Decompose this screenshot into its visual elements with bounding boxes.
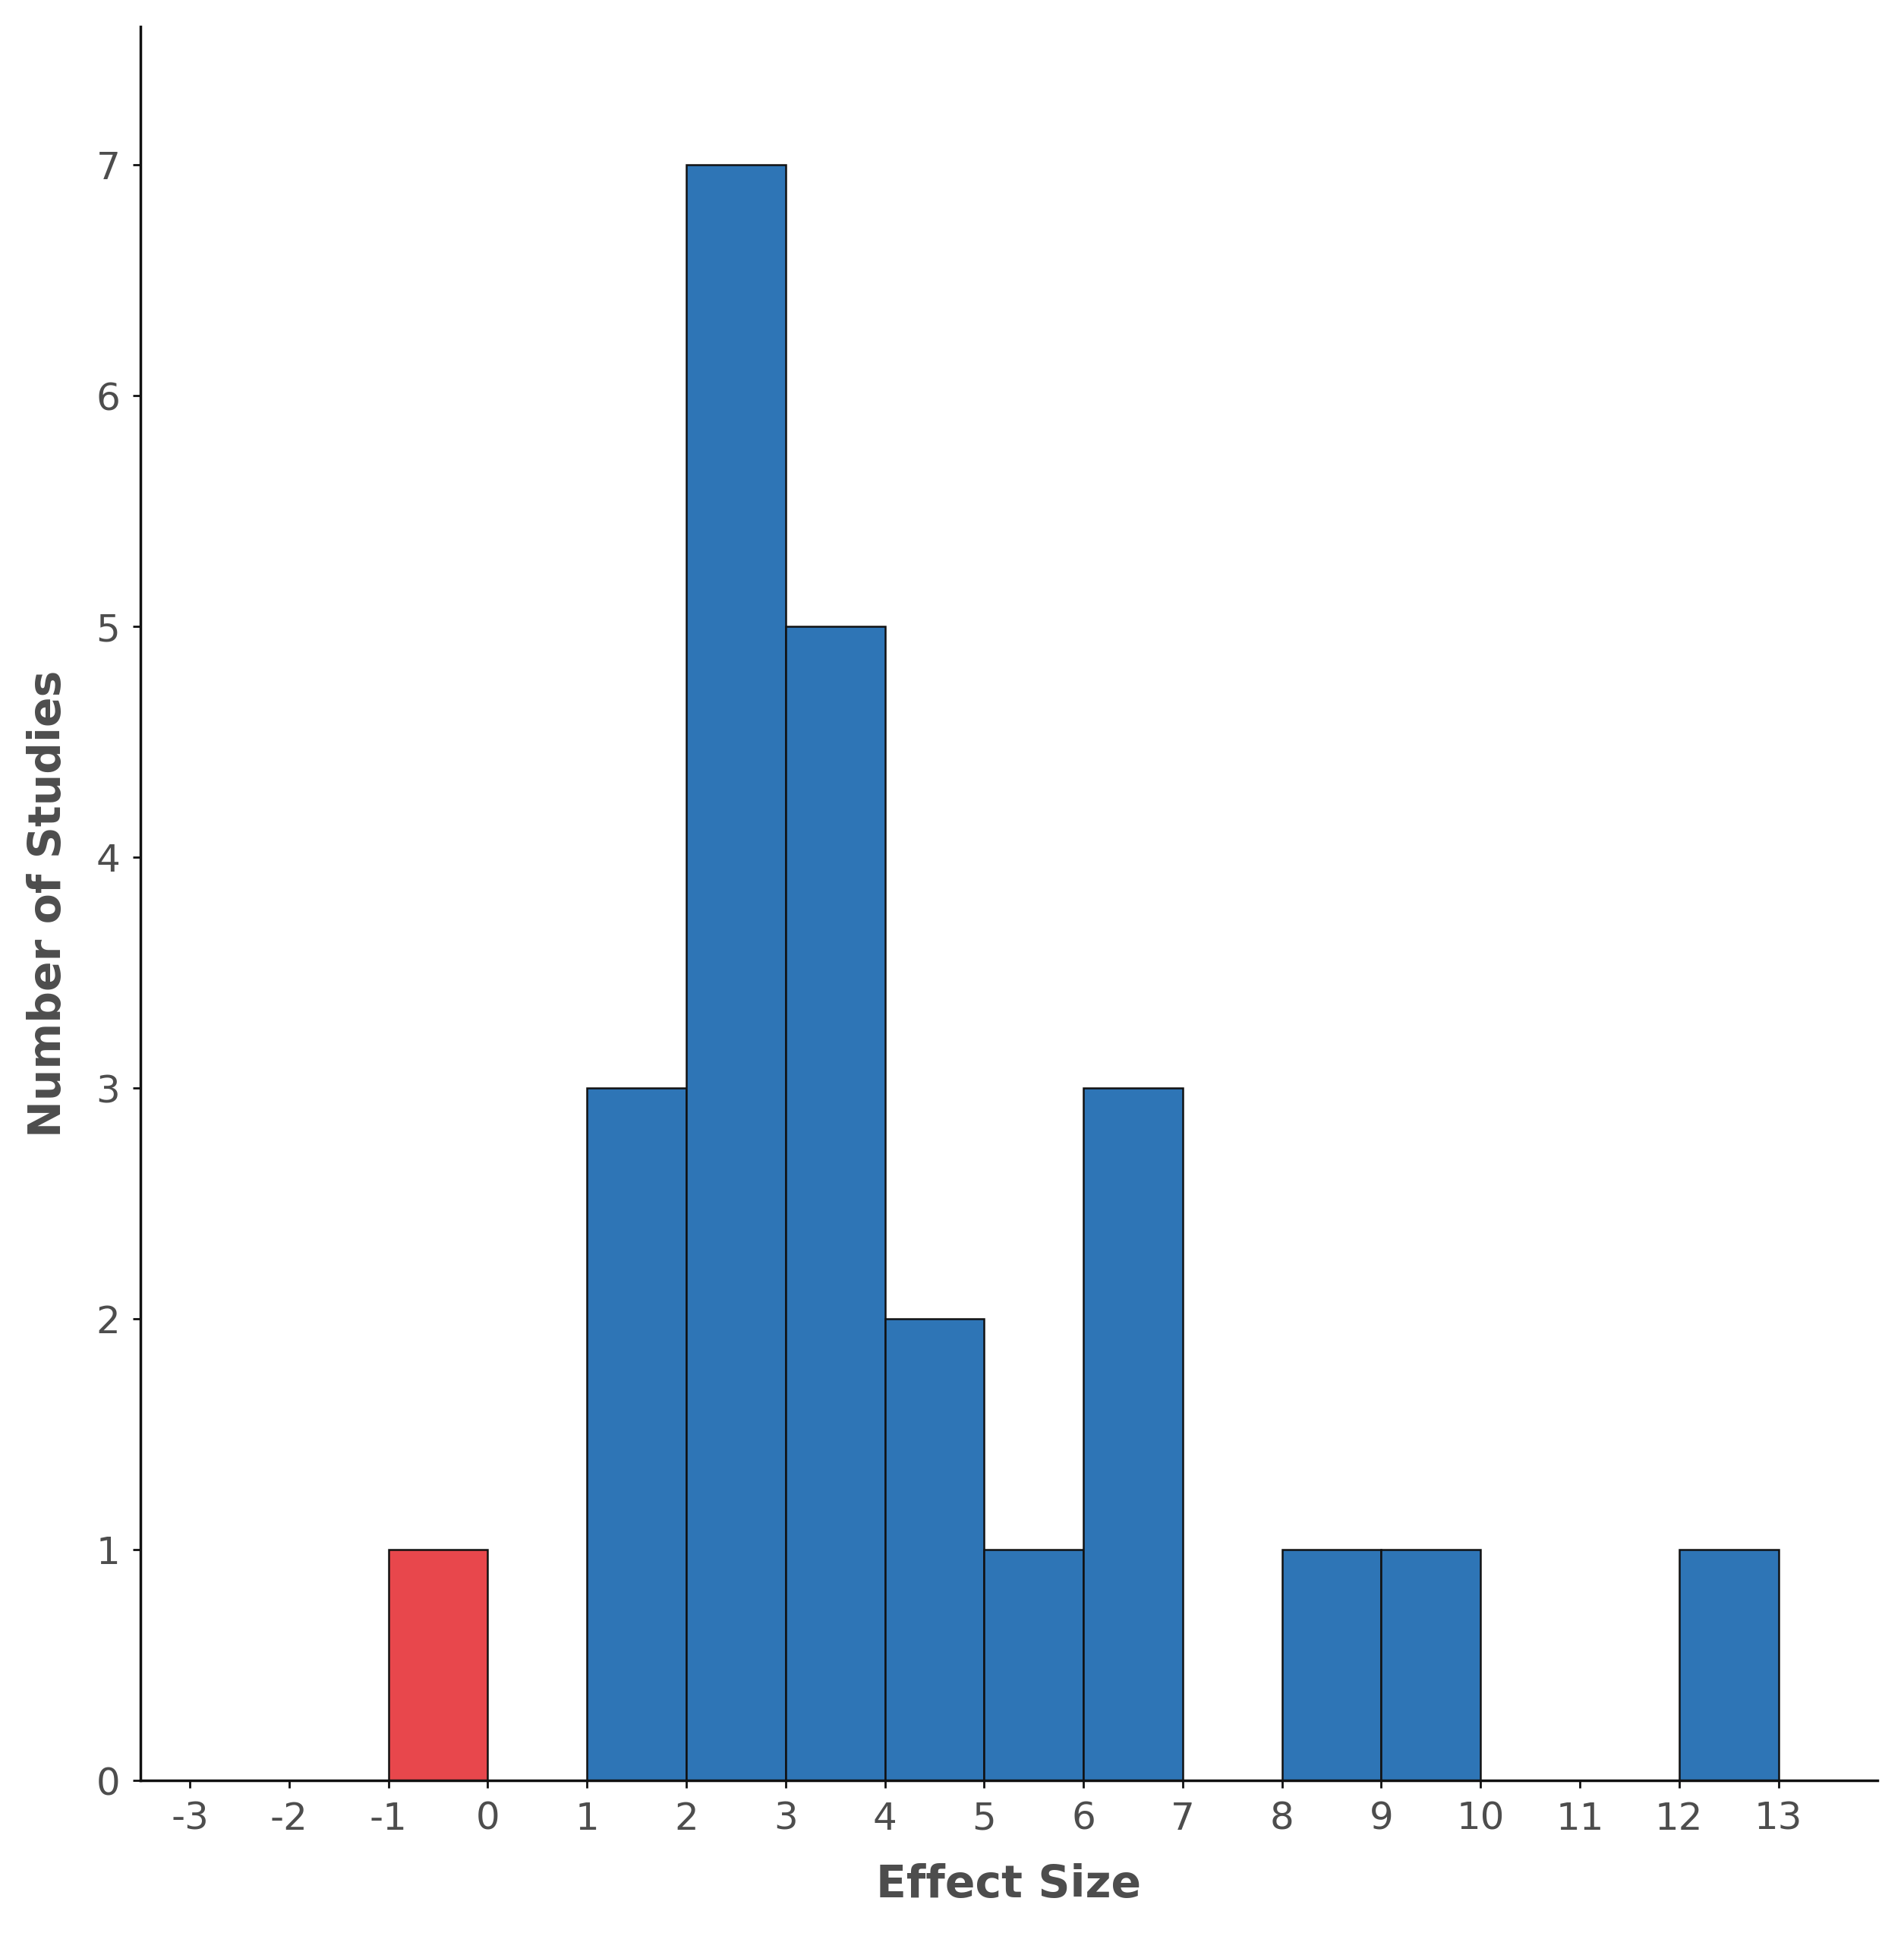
Bar	[1083, 1088, 1182, 1780]
Bar	[586, 1088, 685, 1780]
Bar	[1281, 1550, 1380, 1780]
Bar	[685, 164, 786, 1780]
Y-axis label: Number of Studies: Number of Studies	[27, 671, 70, 1137]
X-axis label: Effect Size: Effect Size	[876, 1863, 1142, 1906]
Bar	[1380, 1550, 1481, 1780]
Bar	[885, 1318, 984, 1780]
Bar	[786, 626, 885, 1780]
Bar	[388, 1550, 487, 1780]
Bar	[1679, 1550, 1778, 1780]
Bar	[984, 1550, 1083, 1780]
